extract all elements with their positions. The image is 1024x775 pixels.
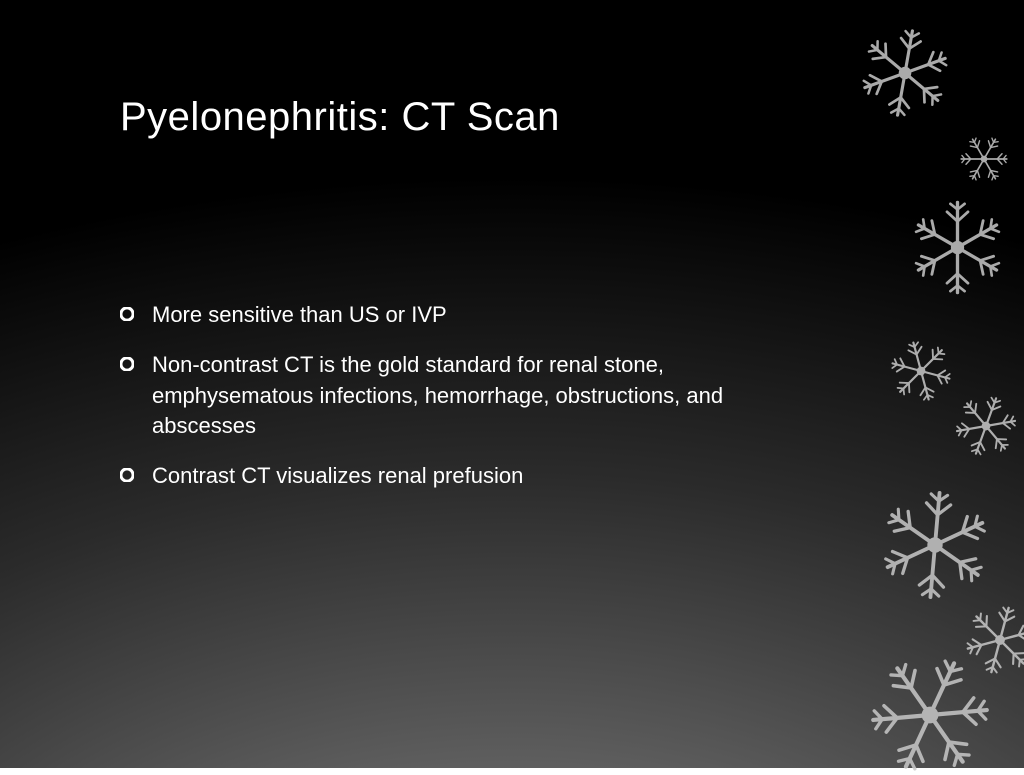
bullet-item: Contrast CT visualizes renal prefusion	[120, 461, 804, 491]
bullet-item: Non-contrast CT is the gold standard for…	[120, 350, 804, 441]
snowflake-icon	[870, 655, 990, 775]
bullet-icon	[120, 468, 134, 482]
bullet-text: Non-contrast CT is the gold standard for…	[152, 350, 792, 441]
snowflake-icon	[960, 135, 1008, 183]
slide: Pyelonephritis: CT Scan More sensitive t…	[0, 0, 1024, 768]
snowflake-icon	[890, 340, 952, 402]
bullet-text: More sensitive than US or IVP	[152, 300, 447, 330]
snowflake-icon	[860, 28, 950, 118]
bullet-icon	[120, 357, 134, 371]
bullet-text: Contrast CT visualizes renal prefusion	[152, 461, 523, 491]
bullet-item: More sensitive than US or IVP	[120, 300, 804, 330]
snowflake-icon	[880, 490, 990, 600]
slide-title: Pyelonephritis: CT Scan	[120, 95, 560, 140]
bullet-icon	[120, 307, 134, 321]
snowflake-icon	[955, 395, 1017, 457]
slide-body: More sensitive than US or IVP Non-contra…	[120, 300, 804, 512]
snowflake-icon	[910, 200, 1005, 295]
